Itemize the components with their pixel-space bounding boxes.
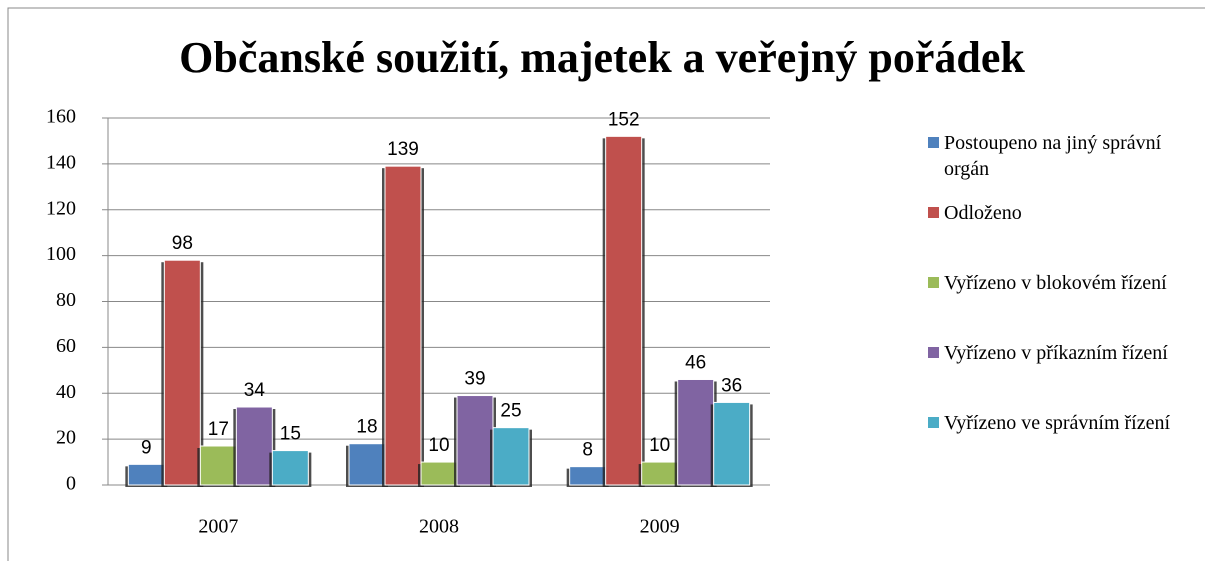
bar <box>384 165 422 486</box>
data-label: 152 <box>608 109 640 130</box>
legend-label: Odloženo <box>944 202 1022 224</box>
legend-label: Vyřízeno v blokovém řízení <box>944 272 1167 294</box>
x-tick-label: 2007 <box>198 516 238 538</box>
legend-entry: Vyřízeno v příkazním řízení <box>928 340 1188 366</box>
legend-entry: Vyřízeno v blokovém řízení <box>928 270 1188 296</box>
legend-label: Vyřízeno v příkazním řízení <box>944 342 1168 364</box>
y-tick-label: 40 <box>56 381 76 403</box>
data-label: 17 <box>208 419 229 440</box>
data-label: 9 <box>141 437 152 458</box>
y-tick-label: 120 <box>46 197 76 219</box>
data-label: 25 <box>500 401 521 422</box>
y-tick-label: 80 <box>56 289 76 311</box>
legend-swatch <box>928 137 939 148</box>
legend-swatch <box>928 277 939 288</box>
legend-swatch <box>928 417 939 428</box>
data-label: 15 <box>280 424 301 445</box>
data-label: 98 <box>172 233 193 254</box>
x-tick-label: 2008 <box>419 516 459 538</box>
legend-entry: Vyřízeno ve správním řízení <box>928 410 1188 436</box>
legend-label: Vyřízeno ve správním řízení <box>944 412 1171 434</box>
chart-title: Občanské soužití, majetek a veřejný pořá… <box>179 33 1025 82</box>
data-label: 10 <box>428 435 449 456</box>
bar <box>199 445 237 486</box>
y-tick-label: 20 <box>56 427 76 449</box>
bar <box>713 401 751 486</box>
data-label: 36 <box>721 375 742 396</box>
y-tick-label: 60 <box>56 335 76 357</box>
frame <box>7 7 1205 561</box>
y-tick-label: 100 <box>46 243 76 265</box>
data-label: 8 <box>582 440 593 461</box>
bar <box>456 395 494 486</box>
bar <box>127 463 165 486</box>
bar <box>641 461 679 486</box>
data-label: 18 <box>356 417 377 438</box>
y-tick-label: 0 <box>66 473 76 495</box>
bar <box>348 443 386 486</box>
y-tick-label: 140 <box>46 151 76 173</box>
bar <box>492 427 530 486</box>
data-label: 39 <box>464 369 485 390</box>
data-label: 139 <box>387 139 419 160</box>
y-tick-label: 160 <box>46 106 76 128</box>
bar <box>677 378 715 486</box>
data-label: 46 <box>685 353 706 374</box>
legend-entry: Postoupeno na jiný správní orgán <box>928 130 1188 182</box>
bar <box>235 406 273 486</box>
legend-label: Postoupeno na jiný správní orgán <box>944 132 1162 180</box>
legend-swatch <box>928 207 939 218</box>
data-label: 10 <box>649 435 670 456</box>
bar <box>271 450 309 486</box>
bar <box>605 135 643 486</box>
data-label: 34 <box>244 380 266 401</box>
legend-swatch <box>928 347 939 358</box>
x-tick-label: 2009 <box>640 516 680 538</box>
bar <box>420 461 458 486</box>
bar <box>569 466 607 486</box>
legend-entry: Odloženo <box>928 200 1188 226</box>
bar <box>163 259 201 486</box>
